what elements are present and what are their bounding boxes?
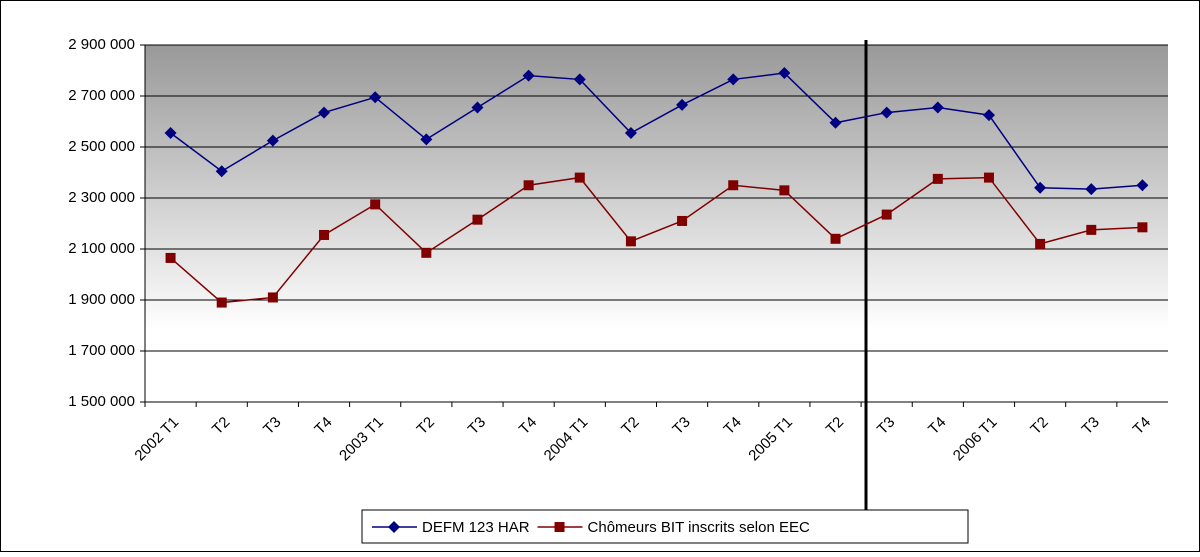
marker xyxy=(982,109,995,122)
marker xyxy=(388,521,400,533)
marker xyxy=(881,209,892,220)
marker xyxy=(370,199,381,210)
y-tick-label: 2 700 000 xyxy=(68,87,135,104)
y-tick-label: 2 500 000 xyxy=(68,138,135,155)
marker xyxy=(471,101,484,114)
marker xyxy=(573,73,586,86)
marker xyxy=(677,215,688,226)
marker xyxy=(420,133,433,146)
marker xyxy=(983,172,994,183)
legend-label: DEFM 123 HAR xyxy=(422,519,530,536)
y-tick-label: 1 900 000 xyxy=(68,291,135,308)
marker xyxy=(728,180,739,191)
marker xyxy=(1086,224,1097,235)
legend xyxy=(361,509,969,544)
marker xyxy=(472,214,483,225)
marker xyxy=(421,247,432,258)
marker xyxy=(880,106,893,119)
series-line xyxy=(170,72,1143,190)
marker xyxy=(779,185,790,196)
legend-label: Chômeurs BIT inscrits selon EEC xyxy=(588,519,810,536)
marker xyxy=(1137,222,1148,233)
marker xyxy=(369,91,382,104)
marker xyxy=(625,236,636,247)
marker xyxy=(830,233,841,244)
marker xyxy=(676,98,689,111)
marker xyxy=(778,67,791,80)
marker xyxy=(554,522,565,532)
series-line xyxy=(170,176,1143,304)
marker xyxy=(727,73,740,86)
marker xyxy=(523,180,534,191)
marker xyxy=(931,101,944,114)
marker xyxy=(932,173,943,184)
marker xyxy=(319,229,330,240)
marker xyxy=(318,106,331,119)
marker xyxy=(1085,183,1098,196)
marker xyxy=(164,126,177,139)
marker xyxy=(1136,179,1149,192)
y-tick-label: 1 500 000 xyxy=(68,393,135,410)
marker xyxy=(624,126,637,139)
y-tick-label: 2 100 000 xyxy=(68,240,135,257)
marker xyxy=(1035,238,1046,249)
marker xyxy=(267,292,278,303)
marker xyxy=(522,69,535,82)
y-tick-label: 2 300 000 xyxy=(68,189,135,206)
marker xyxy=(266,134,279,147)
y-tick-label: 2 900 000 xyxy=(68,36,135,53)
y-tick-label: 1 700 000 xyxy=(68,342,135,359)
plot-area xyxy=(145,45,1168,402)
marker xyxy=(215,165,228,178)
marker xyxy=(165,252,176,263)
marker xyxy=(829,116,842,129)
marker xyxy=(216,297,227,308)
marker xyxy=(574,172,585,183)
marker xyxy=(1034,181,1047,194)
